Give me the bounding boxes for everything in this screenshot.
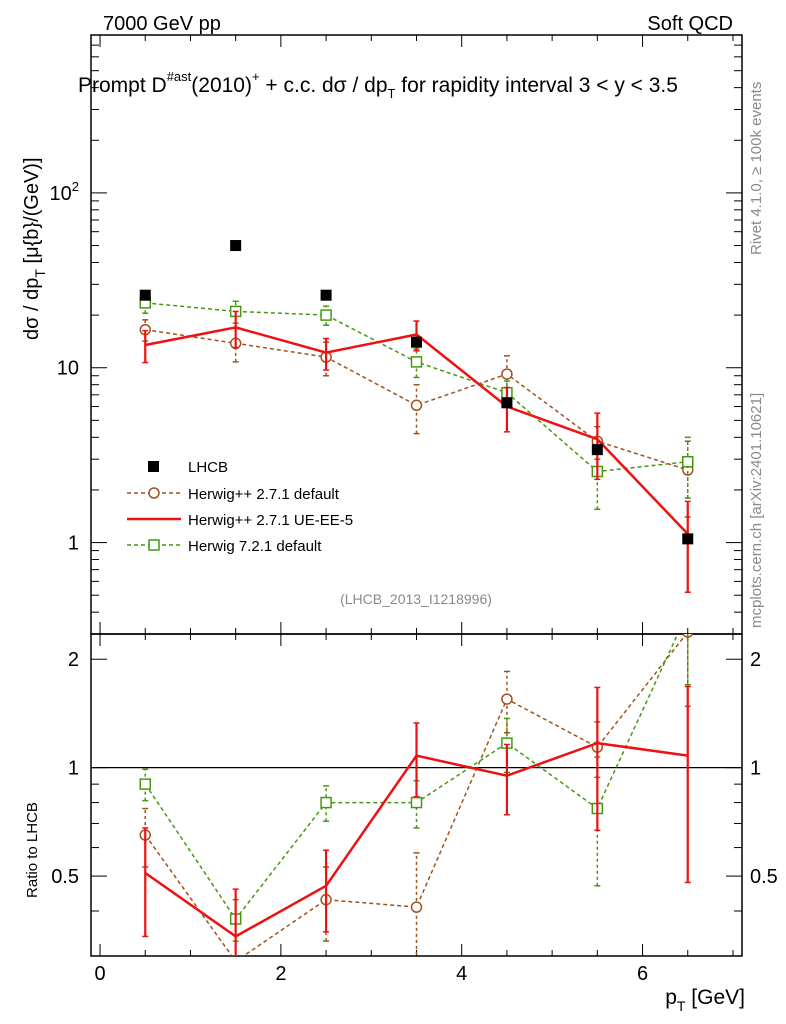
xtick-label: 2: [275, 963, 286, 985]
main-line-hw271ue: [145, 326, 689, 535]
xlabel: pT [GeV]: [665, 986, 745, 1014]
main-point-hw271: [410, 399, 423, 412]
ratio-point-hw721: [320, 796, 332, 809]
main-ytick-label: 10: [57, 358, 79, 380]
legend-item-hw721: Herwig 7.2.1 default: [127, 538, 322, 555]
xtick-label: 0: [94, 963, 105, 985]
ratio-ytick-label: 2: [68, 649, 79, 671]
legend-label-hw721: Herwig 7.2.1 default: [188, 538, 322, 555]
ratio-point-hw721: [683, 607, 693, 617]
main-ylabel: dσ / dpT [μ{b}/(GeV)]: [21, 157, 48, 340]
mcplots-label: mcplots.cern.ch [arXiv:2401.10621]: [748, 393, 765, 628]
ratio-point-hw271: [501, 693, 513, 705]
ratio-point-hw271: [410, 901, 423, 913]
main-point-lhcb: [139, 289, 151, 301]
legend: LHCB Herwig++ 2.7.1 default Herwig++ 2.7…: [127, 459, 353, 555]
ratio-line-hw271ue: [144, 741, 688, 938]
main-series-group: [139, 240, 694, 593]
main-point-hw271: [501, 368, 513, 380]
header-right: Soft QCD: [647, 13, 733, 35]
rivet-label: Rivet 4.1.0, ≥ 100k events: [748, 82, 765, 255]
legend-label-hw271ue: Herwig++ 2.7.1 UE-EE-5: [188, 512, 353, 529]
legend-marker-hw721: [148, 539, 160, 551]
legend-label-hw271: Herwig++ 2.7.1 default: [188, 486, 340, 503]
main-ytick-label: 1: [68, 533, 79, 555]
ratio-ytick-label-right: 1: [750, 758, 761, 780]
ratio-ytick-label: 1: [68, 758, 79, 780]
ratio-point-hw721: [139, 778, 151, 790]
legend-item-hw271ue: Herwig++ 2.7.1 UE-EE-5: [127, 512, 353, 529]
main-point-hw721: [682, 455, 694, 468]
main-ytick-label: 102: [50, 179, 79, 205]
xtick-label: 6: [637, 963, 648, 985]
legend-item-hw271: Herwig++ 2.7.1 default: [127, 486, 340, 503]
ratio-ytick-label: 0.5: [51, 866, 79, 888]
ratio-ylabel: Ratio to LHCB: [24, 802, 41, 898]
ratio-point-hw721: [410, 796, 423, 809]
legend-item-lhcb: LHCB: [148, 459, 228, 476]
main-point-lhcb: [591, 444, 603, 456]
tick-labels: 0 2 4 6 1 10 102 0.5 0.5 1 1 2 2: [50, 179, 778, 985]
plot-title: Prompt D#ast(2010)+ + c.c. dσ / dpT for …: [78, 69, 678, 101]
ratio-point-hw271: [233, 955, 238, 956]
analysis-id: (LHCB_2013_I1218996): [340, 591, 492, 607]
main-point-hw721: [320, 309, 332, 321]
main-point-lhcb: [320, 289, 332, 301]
main-point-lhcb: [501, 397, 513, 409]
main-point-lhcb: [682, 533, 694, 545]
legend-marker-hw271: [148, 487, 160, 499]
ratio-series-group: [139, 607, 694, 956]
legend-marker-lhcb: [148, 461, 159, 472]
main-point-hw721: [410, 356, 423, 368]
ratio-ytick-label-right: 2: [750, 649, 761, 671]
ratio-ytick-label-right: 0.5: [750, 866, 778, 888]
legend-label-lhcb: LHCB: [188, 459, 228, 476]
main-point-lhcb: [230, 240, 242, 252]
main-point-lhcb: [411, 336, 422, 348]
xtick-label: 4: [456, 963, 467, 985]
header-left: 7000 GeV pp: [103, 13, 221, 35]
